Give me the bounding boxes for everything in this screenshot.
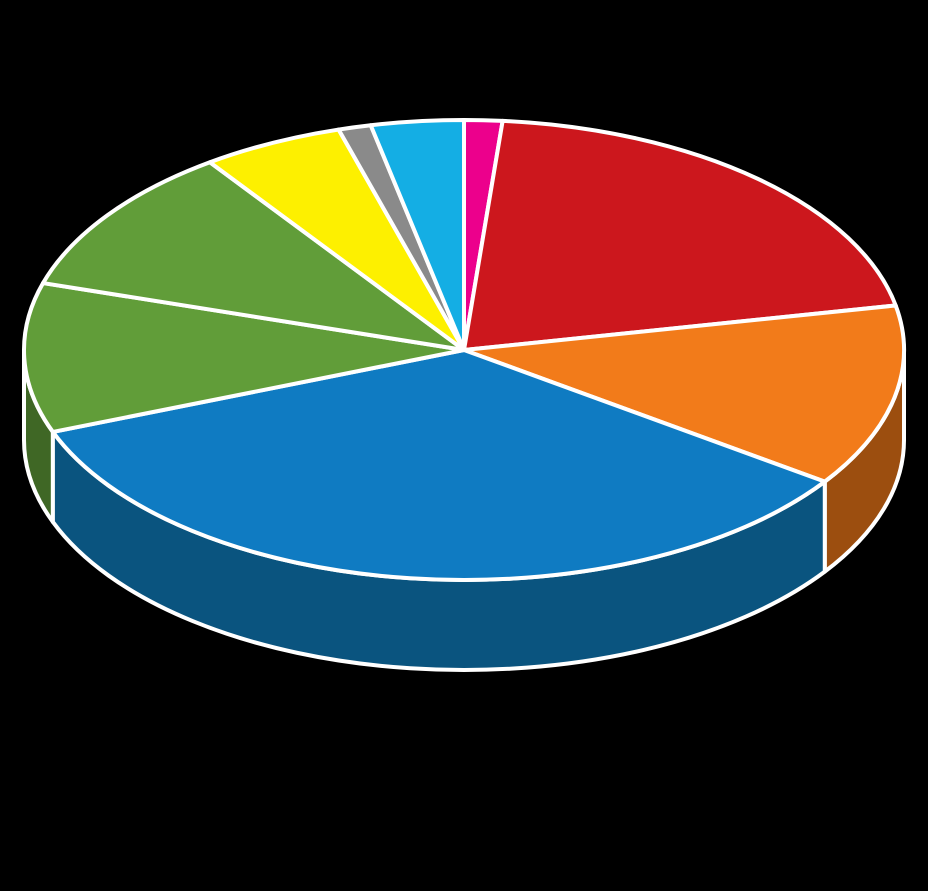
- pie-chart-3d: [0, 0, 928, 891]
- pie-top: [24, 120, 904, 580]
